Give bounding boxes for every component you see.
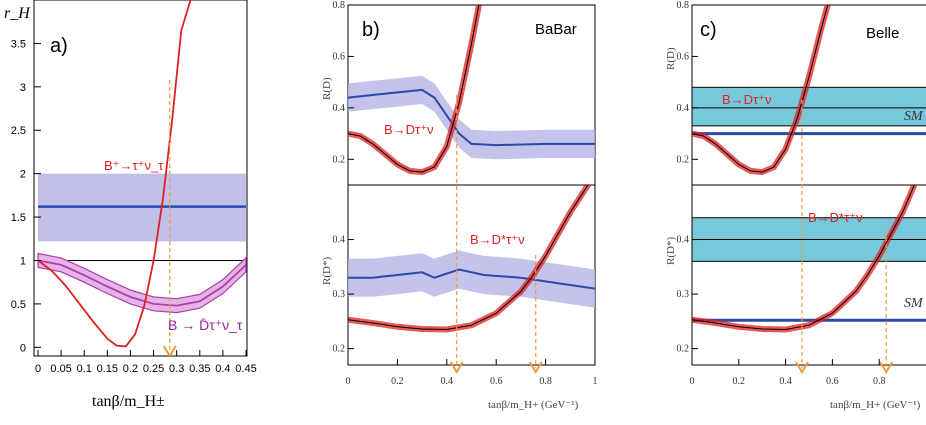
panel-c-bottom-label: B→D*τ⁺ν (808, 210, 863, 225)
panel-b-bottom-prediction-line (348, 185, 589, 331)
panel-b-top-ytick-label: 0.4 (333, 103, 346, 114)
panel-c-experiment: Belle (866, 25, 899, 42)
panel-b-bottom-label: B→D*τ⁺ν (470, 232, 525, 247)
panel-a-xtick-label: 0.35 (189, 363, 210, 375)
panel-b-top-measurement-band (348, 75, 595, 160)
panel-a-ytick-label: 1.5 (11, 212, 26, 224)
panel-b-top-ylabel: R(D) (321, 77, 333, 100)
panel-b-bottom-ytick-label: 0.3 (333, 289, 346, 300)
panel-b: 0.2 0.4 0.6 0.8 0.2 0.3 0.4 0 0.2 0.4 0.6 0.8 1 b) B… (321, 0, 598, 411)
panel-b-arrow-1-head (449, 361, 464, 374)
panel-a-xtick-label: 0.2 (123, 363, 138, 375)
panel-c-bottom-ytick-label: 0.2 (677, 344, 690, 355)
panel-b-top-label: B→Dτ⁺ν (384, 122, 434, 137)
panel-c-xlabel: tanβ/m_H+ (GeV⁻¹) (830, 399, 921, 411)
series-bdtaunu-line (37, 259, 247, 307)
panel-a-xtick-label: 0.15 (97, 363, 118, 375)
panel-c-top-ytick-label: 0.8 (677, 0, 690, 11)
panel-a-xtick-label: 0.1 (77, 363, 92, 375)
panel-c-top-ytick-label: 0.4 (677, 103, 690, 114)
panel-a-label: a) (50, 35, 68, 57)
panel-c-top-sm: SM (904, 109, 924, 124)
panel-c-top-measurement-band (692, 86, 926, 127)
series-btaunu-line (37, 0, 192, 348)
panel-a-xlabel: tanβ/m_H± (92, 393, 165, 410)
panel-c-bottom-ylabel: R(D*) (665, 237, 677, 265)
panel-b-top-ytick-label: 0.2 (333, 154, 346, 165)
panel-b-label: b) (362, 19, 380, 41)
panel-a-ytick-label: 1 (20, 255, 26, 267)
panel-c-bottom-sm: SM (904, 296, 924, 311)
panel-c-top-ytick-label: 0.6 (677, 51, 690, 62)
panel-a-ytick-label: 0.5 (11, 299, 26, 311)
series-label-btaunu: B⁺→τ⁺ν_τ (104, 158, 164, 173)
panel-b-xtick-label: 0.8 (539, 376, 552, 387)
panel-b-xtick-label: 0.4 (441, 376, 454, 387)
panel-b-experiment: BaBar (535, 21, 577, 38)
panel-b-top-ytick-label: 0.8 (333, 0, 346, 11)
panel-b-arrow-2-head (528, 361, 543, 374)
panel-b-xlabel: tanβ/m_H+ (GeV⁻¹) (488, 399, 579, 411)
panel-b-top-measurement-line (348, 88, 595, 147)
series-bdtaunu-band (37, 252, 247, 314)
panel-c-bottom-ytick-label: 0.4 (677, 235, 690, 246)
panel-c-top-ylabel: R(D) (665, 47, 677, 70)
panel-a-ytick-label: 3 (20, 82, 26, 94)
panel-b-bottom-measurement-band (348, 250, 595, 308)
panel-a-xtick-label: 0.25 (143, 363, 164, 375)
panel-c-arrow-1-head (795, 361, 809, 374)
panel-b-bottom-prediction-band (348, 185, 592, 333)
panel-b-bottom-ylabel: R(D*) (321, 257, 333, 285)
panel-c-bottom-ytick-label: 0.3 (677, 289, 690, 300)
panel-b-top-ytick-label: 0.6 (333, 51, 346, 62)
panel-a-xtick-label: 0.3 (169, 363, 184, 375)
panel-b-xtick-label: 0.6 (490, 376, 503, 387)
panel-b-bottom-ytick-label: 0.4 (333, 235, 346, 246)
panel-b-xtick-label: 0 (346, 376, 351, 387)
panel-b-xtick-label: 1 (593, 376, 598, 387)
panel-c-arrow-2-head (879, 361, 894, 374)
panel-c-xtick-label: 0.6 (826, 376, 839, 387)
panel-c: 0.2 0.4 0.6 0.8 0.2 0.3 0.4 0 0.2 0.4 0.6 0.8 c) Be… (665, 0, 926, 411)
panel-c-top-prediction-line (692, 5, 829, 173)
panel-a-ylabel: r_H (4, 5, 31, 22)
panel-c-xtick-label: 0 (690, 376, 695, 387)
panel-a-ytick-label: 2 (20, 169, 26, 181)
panel-c-xtick-label: 0.2 (733, 376, 746, 387)
panel-b-xtick-label: 0.2 (391, 376, 404, 387)
panel-a-xtick-label: 0.05 (50, 363, 71, 375)
panel-c-top-label: B→Dτ⁺ν (722, 92, 772, 107)
panel-b-bottom-ytick-label: 0.2 (333, 344, 346, 355)
panel-c-top-ytick-label: 0.2 (677, 154, 690, 165)
panel-a-ytick-label: 2.5 (11, 125, 26, 137)
panel-c-bottom-prediction-line (692, 185, 915, 331)
panel-a-xtick-label: 0 (35, 363, 41, 375)
panel-a-frame (33, 0, 248, 357)
panel-a-ytick-label: 0 (20, 342, 26, 354)
panel-a-xtick-label: 0.4 (215, 363, 230, 375)
panel-c-xtick-label: 0.4 (779, 376, 792, 387)
panel-a-ytick-label: 3.5 (11, 38, 26, 50)
panel-c-label: c) (700, 19, 717, 41)
series-label-bdtaunu: B → D̄τ⁺ν_τ (168, 317, 243, 333)
panel-a: a) r_H tanβ/m_H± 0 0.5 1 1.5 2 2.5 3 3.5 0 0.05 0.… (4, 0, 257, 410)
panel-a-xtick-label: 0.45 (235, 363, 256, 375)
panel-b-top-prediction-line (348, 5, 480, 173)
panel-c-xtick-label: 0.8 (873, 376, 886, 387)
panel-b-bottom-measurement-line (348, 268, 595, 290)
panel-a-arrow-head (162, 345, 177, 356)
